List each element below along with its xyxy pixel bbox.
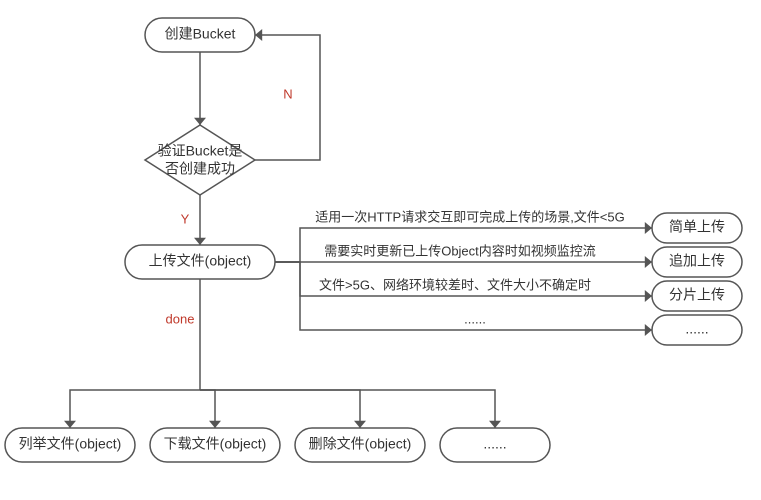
arrowhead <box>354 421 366 428</box>
node-verify-label2: 否创建成功 <box>165 161 235 177</box>
arrowhead <box>645 324 652 336</box>
edge-verify-create-n-label: N <box>283 86 292 101</box>
arrowhead <box>645 290 652 302</box>
node-upload-label: 上传文件(object) <box>149 253 252 269</box>
node-multipart-label: 分片上传 <box>669 287 725 303</box>
node-create-label: 创建Bucket <box>165 26 236 42</box>
node-delete-label: 删除文件(object) <box>309 436 412 452</box>
flowchart: 创建Bucket 验证Bucket是否创建成功上传文件(object) 简单上传追加… <box>0 0 761 500</box>
edge-fan-delete <box>200 390 360 428</box>
arrowhead <box>489 421 501 428</box>
node-more_up-label: ...... <box>685 321 708 337</box>
arrowhead <box>194 238 206 245</box>
node-verify-label1: 验证Bucket是 <box>158 143 243 159</box>
arrowhead <box>645 256 652 268</box>
edge-verify-upload-y-label: Y <box>181 211 190 226</box>
edge-upload-moreup-label: ...... <box>464 311 486 326</box>
edge-fan-more <box>200 390 495 428</box>
arrowhead <box>209 421 221 428</box>
arrowhead <box>645 222 652 234</box>
edge-upload-append-label: 需要实时更新已上传Object内容时如视频监控流 <box>324 243 596 258</box>
edge-upload-multipart-label: 文件>5G、网络环境较差时、文件大小不确定时 <box>319 277 591 292</box>
arrowhead <box>194 118 206 125</box>
node-list-label: 列举文件(object) <box>19 436 122 452</box>
node-download-label: 下载文件(object) <box>164 436 267 452</box>
node-simple-label: 简单上传 <box>669 219 725 235</box>
arrowhead <box>64 421 76 428</box>
node-more_dn-label: ...... <box>483 436 506 452</box>
arrowhead <box>255 29 262 41</box>
edge-upload-simple-label: 适用一次HTTP请求交互即可完成上传的场景,文件<5G <box>315 209 625 224</box>
node-append-label: 追加上传 <box>669 253 725 269</box>
edge-fan-list <box>70 390 200 428</box>
edge-upload-done-label: done <box>166 311 195 326</box>
